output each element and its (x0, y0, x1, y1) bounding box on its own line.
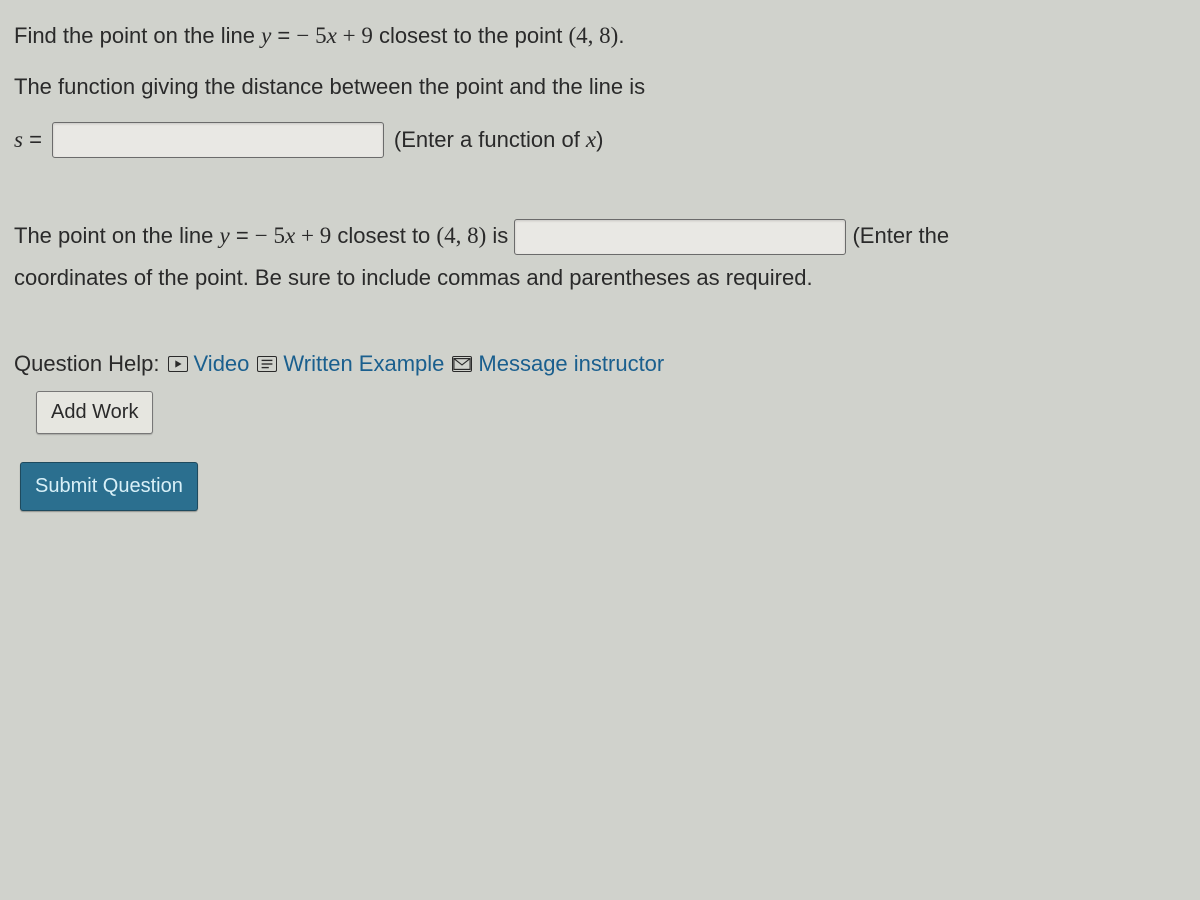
period: . (618, 23, 624, 48)
eq-x-2: x (285, 223, 295, 248)
coords-hint: coordinates of the point. Be sure to inc… (14, 265, 813, 290)
video-icon (168, 356, 188, 372)
eq-coeff-2: 5 (274, 223, 286, 248)
eq-x: x (327, 23, 337, 48)
text-find: Find the point on the line (14, 23, 261, 48)
distance-input[interactable] (52, 122, 384, 158)
message-instructor-label: Message instructor (478, 347, 664, 381)
distance-hint: (Enter a function of x) (394, 122, 604, 158)
eq-plus-2: + (295, 223, 319, 248)
eq-equals-2: = (236, 223, 255, 248)
line3-is: is (492, 223, 514, 248)
eq-coeff: 5 (315, 23, 327, 48)
s-eq: = (23, 127, 42, 152)
point-input[interactable] (514, 219, 846, 255)
eq-neg: − (296, 23, 315, 48)
written-example-link[interactable]: Written Example (257, 347, 444, 381)
written-example-label: Written Example (283, 347, 444, 381)
hint2-pre: (Enter the (852, 223, 949, 248)
target-point: (4, 8) (569, 23, 619, 48)
mail-icon (452, 356, 472, 372)
submit-question-button[interactable]: Submit Question (20, 462, 198, 511)
eq-neg-2: − (255, 223, 274, 248)
s-var: s (14, 127, 23, 152)
distance-function-text: The function giving the distance between… (14, 74, 645, 99)
video-link[interactable]: Video (168, 347, 250, 381)
eq-equals: = (277, 23, 296, 48)
s-equals-label: s = (14, 122, 42, 158)
eq-const: 9 (361, 23, 373, 48)
message-instructor-link[interactable]: Message instructor (452, 347, 664, 381)
question-help-label: Question Help: (14, 347, 160, 381)
eq-y: y (261, 23, 271, 48)
hint1-end: ) (596, 127, 603, 152)
target-point-2: (4, 8) (436, 223, 486, 248)
line3-pre: The point on the line (14, 223, 219, 248)
hint1-pre: (Enter a function of (394, 127, 586, 152)
prompt-line-2: The function giving the distance between… (14, 70, 1186, 104)
add-work-button[interactable]: Add Work (36, 391, 153, 434)
prompt-line-3: The point on the line y = − 5x + 9 close… (14, 218, 1186, 255)
prompt-line-4: coordinates of the point. Be sure to inc… (14, 261, 1186, 295)
prompt-line-1: Find the point on the line y = − 5x + 9 … (14, 18, 1186, 54)
line3-mid: closest to (337, 223, 436, 248)
question-help-row: Question Help: Video Written Example Mes… (14, 347, 1186, 381)
text-closest-to: closest to the point (379, 23, 569, 48)
eq-const-2: 9 (320, 223, 332, 248)
document-icon (257, 356, 277, 372)
distance-input-row: s = (Enter a function of x) (14, 122, 1186, 158)
eq-plus: + (337, 23, 361, 48)
video-link-label: Video (194, 347, 250, 381)
hint1-var: x (586, 127, 596, 152)
eq-y-2: y (219, 223, 229, 248)
